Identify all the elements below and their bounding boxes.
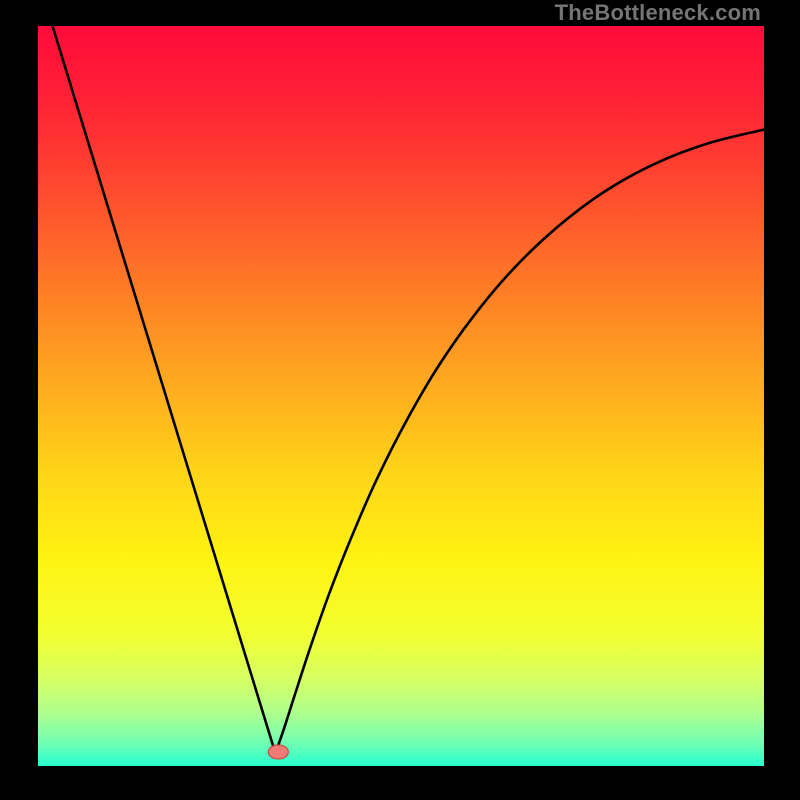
- bottleneck-curve: [53, 26, 764, 753]
- curve-layer: [38, 26, 764, 766]
- chart-frame: TheBottleneck.com: [0, 0, 800, 800]
- optimal-point-marker: [268, 745, 288, 759]
- plot-area: [38, 26, 764, 766]
- watermark-text: TheBottleneck.com: [555, 0, 761, 26]
